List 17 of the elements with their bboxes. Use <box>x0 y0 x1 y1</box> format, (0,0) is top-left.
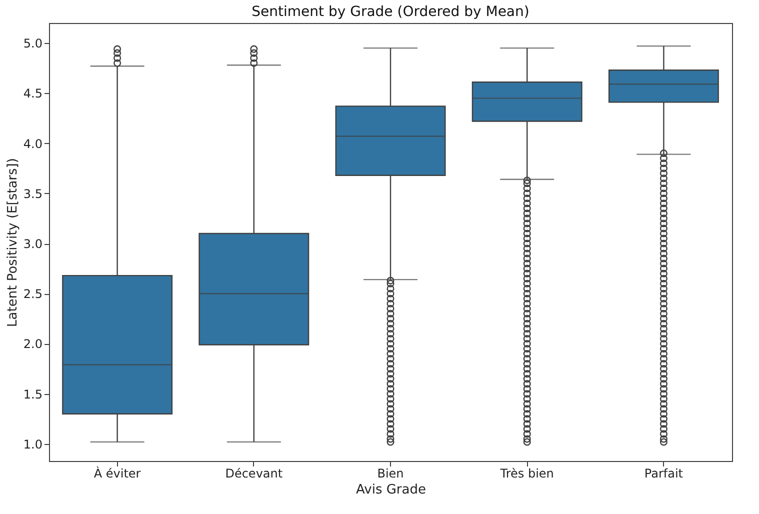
x-tick-label: Très bien <box>499 466 554 480</box>
y-tick-label: 3.5 <box>23 186 42 201</box>
x-tick-label: Décevant <box>225 466 283 480</box>
x-axis-title: Avis Grade <box>356 482 426 498</box>
x-tick-label: Parfait <box>644 466 684 480</box>
y-tick-label: 1.5 <box>23 387 42 402</box>
y-tick-label: 3.0 <box>23 237 42 252</box>
chart-title: Sentiment by Grade (Ordered by Mean) <box>252 4 530 20</box>
x-tick-label: Bien <box>377 466 404 480</box>
x-tick-label: À éviter <box>94 466 141 480</box>
y-tick-label: 4.0 <box>23 136 42 151</box>
y-tick-label: 1.0 <box>23 437 42 452</box>
y-tick-label: 2.5 <box>23 287 42 302</box>
y-axis-title: Latent Positivity (E[stars]) <box>5 158 20 327</box>
y-tick-label: 5.0 <box>23 36 42 51</box>
y-tick-label: 4.5 <box>23 86 42 101</box>
y-tick-label: 2.0 <box>23 337 42 352</box>
